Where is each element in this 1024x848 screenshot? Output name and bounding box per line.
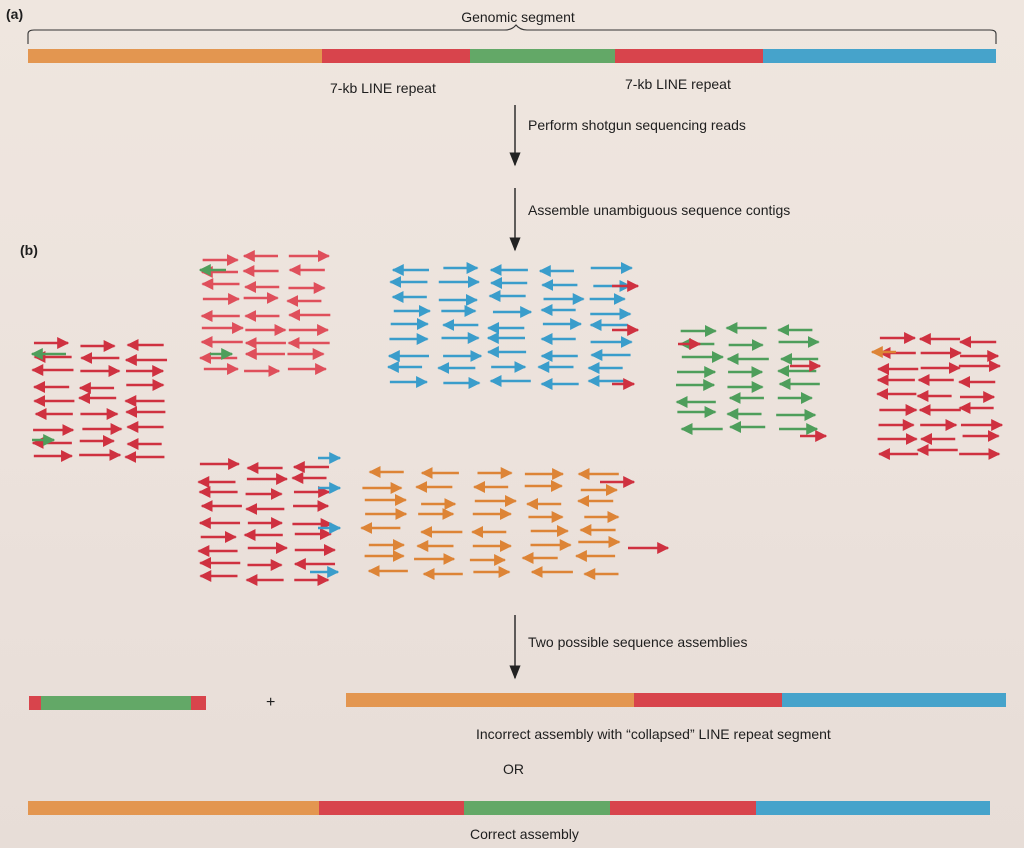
or-label: OR [503,761,524,777]
panel-a-label: (a) [6,6,24,22]
genomic-segment-bar [28,49,996,63]
incorrect-assembly-label: Incorrect assembly with “collapsed” LINE… [476,726,831,742]
incorrect-blue [782,693,1006,707]
collapsed-repeat-contig [29,696,206,710]
genomic-segment-brace [27,24,997,44]
repeat-label-1: 7-kb LINE repeat [330,80,436,96]
collapsed-red-left [29,696,41,710]
segment-line-repeat-2 [615,49,763,63]
segment-orange-1 [28,49,322,63]
step-assemblies-label: Two possible sequence assemblies [528,634,748,650]
segment-green [470,49,615,63]
genomic-segment-title: Genomic segment [461,9,575,25]
collapsed-red-right [191,696,206,710]
panel-b-label: (b) [20,242,38,258]
correct-orange [28,801,319,815]
plus-sign: + [266,694,276,711]
incorrect-orange [346,693,634,707]
correct-blue [756,801,990,815]
correct-green [464,801,610,815]
correct-assembly-bar [28,801,990,815]
step-assemble-label: Assemble unambiguous sequence contigs [528,202,791,218]
incorrect-red [634,693,782,707]
correct-assembly-label: Correct assembly [470,826,579,842]
segment-blue [763,49,996,63]
repeat-label-2: 7-kb LINE repeat [625,76,731,92]
incorrect-assembly-bar [346,693,1006,707]
step-shotgun-label: Perform shotgun sequencing reads [528,117,746,133]
segment-line-repeat-1 [322,49,470,63]
correct-red-1 [319,801,464,815]
collapsed-green [41,696,191,710]
correct-red-2 [610,801,756,815]
